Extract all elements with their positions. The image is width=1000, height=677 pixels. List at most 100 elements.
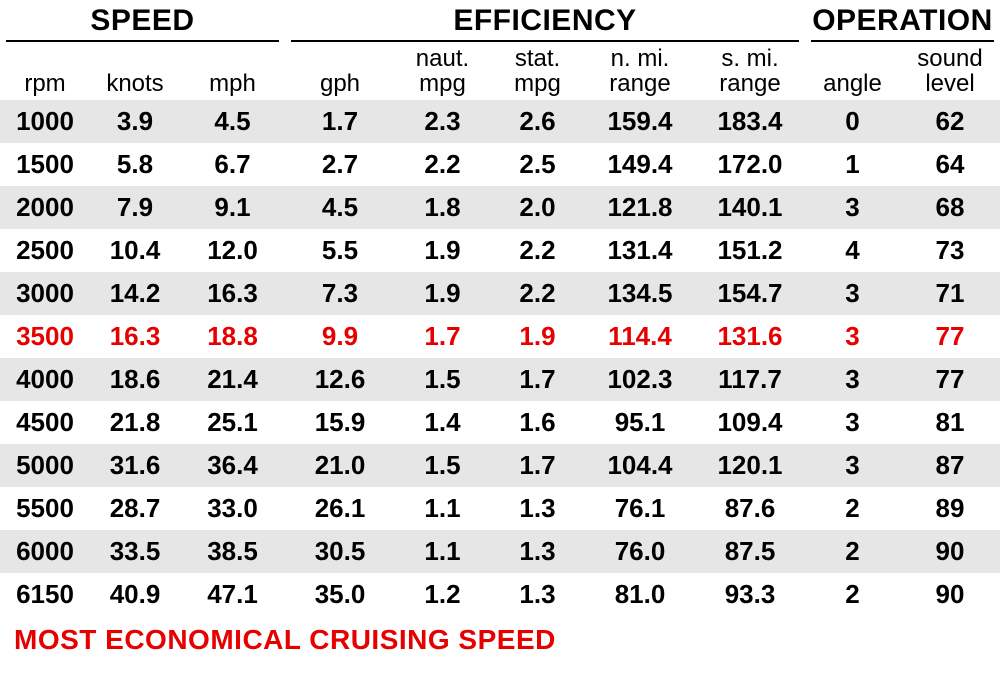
- table-cell: 77: [900, 315, 1000, 358]
- table-cell: 1.6: [490, 401, 585, 444]
- table-cell: 1.7: [490, 358, 585, 401]
- table-cell: 18.8: [180, 315, 285, 358]
- col-head-upper: [0, 44, 90, 71]
- table-cell: 134.5: [585, 272, 695, 315]
- table-cell: 2500: [0, 229, 90, 272]
- table-cell: 159.4: [585, 100, 695, 143]
- table-cell: 4.5: [180, 100, 285, 143]
- table-row: 250010.412.05.51.92.2131.4151.2473: [0, 229, 1000, 272]
- table-cell: 77: [900, 358, 1000, 401]
- table-row: 300014.216.37.31.92.2134.5154.7371: [0, 272, 1000, 315]
- table-cell: 2.2: [490, 272, 585, 315]
- table-cell: 33.5: [90, 530, 180, 573]
- col-head-naut-mpg: mpg: [395, 71, 490, 100]
- table-cell: 1000: [0, 100, 90, 143]
- table-cell: 64: [900, 143, 1000, 186]
- table-cell: 12.0: [180, 229, 285, 272]
- group-operation-rule: [811, 38, 994, 42]
- col-head-angle: angle: [805, 71, 900, 100]
- group-header-row: SPEED EFFICIENCY OPERATION: [0, 0, 1000, 44]
- table-cell: 6150: [0, 573, 90, 616]
- table-cell: 3.9: [90, 100, 180, 143]
- table-cell: 2: [805, 487, 900, 530]
- col-head-nmi-range: range: [585, 71, 695, 100]
- table-cell: 121.8: [585, 186, 695, 229]
- table-cell: 4.5: [285, 186, 395, 229]
- col-head-sound: level: [900, 71, 1000, 100]
- table-cell: 76.1: [585, 487, 695, 530]
- table-row: 615040.947.135.01.21.381.093.3290: [0, 573, 1000, 616]
- table-cell: 4500: [0, 401, 90, 444]
- table-cell: 2.5: [490, 143, 585, 186]
- table-cell: 149.4: [585, 143, 695, 186]
- table-cell: 3000: [0, 272, 90, 315]
- group-operation: OPERATION: [805, 0, 1000, 44]
- table-cell: 2.0: [490, 186, 585, 229]
- group-speed-label: SPEED: [90, 4, 194, 37]
- table-cell: 26.1: [285, 487, 395, 530]
- table-cell: 3: [805, 401, 900, 444]
- table-cell: 16.3: [90, 315, 180, 358]
- table-cell: 151.2: [695, 229, 805, 272]
- col-head-upper: sound: [900, 44, 1000, 71]
- table-cell: 81.0: [585, 573, 695, 616]
- table-cell: 9.9: [285, 315, 395, 358]
- table-cell: 4: [805, 229, 900, 272]
- table-cell: 6.7: [180, 143, 285, 186]
- table-cell: 25.1: [180, 401, 285, 444]
- table-cell: 1.2: [395, 573, 490, 616]
- table-cell: 40.9: [90, 573, 180, 616]
- table-cell: 117.7: [695, 358, 805, 401]
- table-cell: 5.8: [90, 143, 180, 186]
- table-cell: 2.7: [285, 143, 395, 186]
- table-cell: 4000: [0, 358, 90, 401]
- table-cell: 16.3: [180, 272, 285, 315]
- table-cell: 5000: [0, 444, 90, 487]
- table-cell: 47.1: [180, 573, 285, 616]
- table-cell: 131.6: [695, 315, 805, 358]
- table-cell: 1.9: [490, 315, 585, 358]
- table-cell: 154.7: [695, 272, 805, 315]
- table-row: 15005.86.72.72.22.5149.4172.0164: [0, 143, 1000, 186]
- group-operation-label: OPERATION: [812, 4, 993, 37]
- table-cell: 90: [900, 530, 1000, 573]
- col-head-smi-range: range: [695, 71, 805, 100]
- table-cell: 3500: [0, 315, 90, 358]
- table-body: 10003.94.51.72.32.6159.4183.406215005.86…: [0, 100, 1000, 616]
- table-cell: 14.2: [90, 272, 180, 315]
- table-cell: 15.9: [285, 401, 395, 444]
- table-cell: 87.6: [695, 487, 805, 530]
- group-efficiency-label: EFFICIENCY: [453, 4, 636, 37]
- table-row: 550028.733.026.11.11.376.187.6289: [0, 487, 1000, 530]
- table-cell: 1.7: [395, 315, 490, 358]
- table-cell: 131.4: [585, 229, 695, 272]
- table-cell: 1.8: [395, 186, 490, 229]
- table-cell: 28.7: [90, 487, 180, 530]
- table-cell: 10.4: [90, 229, 180, 272]
- table-cell: 30.5: [285, 530, 395, 573]
- table-cell: 1.9: [395, 272, 490, 315]
- table-cell: 18.6: [90, 358, 180, 401]
- table-cell: 109.4: [695, 401, 805, 444]
- table-cell: 3: [805, 272, 900, 315]
- table-cell: 21.8: [90, 401, 180, 444]
- table-cell: 1.7: [490, 444, 585, 487]
- table-cell: 71: [900, 272, 1000, 315]
- table-cell: 5500: [0, 487, 90, 530]
- col-head-upper: [805, 44, 900, 71]
- col-head-mph: mph: [180, 71, 285, 100]
- table-cell: 7.3: [285, 272, 395, 315]
- table-cell: 76.0: [585, 530, 695, 573]
- table-cell: 12.6: [285, 358, 395, 401]
- table-cell: 3: [805, 444, 900, 487]
- table-cell: 7.9: [90, 186, 180, 229]
- table-cell: 36.4: [180, 444, 285, 487]
- footnote: MOST ECONOMICAL CRUISING SPEED: [0, 616, 1000, 656]
- table-row: 450021.825.115.91.41.695.1109.4381: [0, 401, 1000, 444]
- table-cell: 2.3: [395, 100, 490, 143]
- table-cell: 1500: [0, 143, 90, 186]
- col-head-upper: [90, 44, 180, 71]
- table-cell: 9.1: [180, 186, 285, 229]
- table-cell: 21.0: [285, 444, 395, 487]
- table-cell: 2000: [0, 186, 90, 229]
